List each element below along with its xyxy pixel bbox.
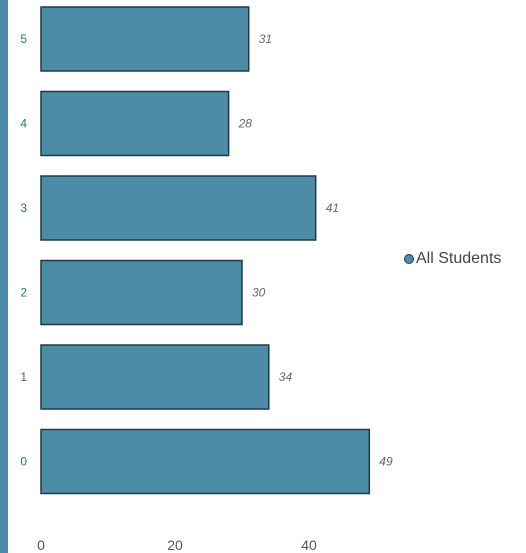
y-tick-label-4: 4	[20, 117, 27, 131]
legend-label: All Students	[416, 250, 502, 267]
y-tick-label-5: 5	[20, 32, 27, 46]
x-tick-label-40: 40	[301, 537, 317, 553]
bar-3[interactable]	[40, 175, 317, 241]
x-axis: 0 20 40	[37, 537, 317, 553]
value-label-4: 28	[238, 117, 253, 131]
x-tick-label-0: 0	[37, 537, 45, 553]
y-tick-label-2: 2	[20, 286, 27, 300]
bar-2[interactable]	[40, 259, 243, 326]
value-label-5: 31	[259, 32, 272, 46]
legend[interactable]: All Students	[404, 250, 501, 268]
value-label-2: 30	[252, 286, 266, 300]
value-label-3: 41	[326, 201, 339, 215]
value-label-0: 49	[379, 455, 393, 469]
value-label-1: 34	[279, 370, 293, 384]
accent-strip	[0, 0, 8, 553]
y-tick-label-3: 3	[20, 201, 27, 215]
bar-4[interactable]	[40, 90, 230, 157]
legend-swatch-icon	[404, 254, 414, 264]
bar-0[interactable]	[40, 428, 371, 495]
x-tick-label-20: 20	[167, 537, 183, 553]
bars-layer	[40, 6, 371, 495]
y-tick-label-1: 1	[20, 370, 27, 384]
bar-5[interactable]	[40, 6, 250, 72]
bar-1[interactable]	[40, 344, 270, 410]
y-tick-label-0: 0	[20, 455, 27, 469]
labels-layer: 31 5 28 4 41 3 30 2 34 1 49 0	[20, 32, 393, 469]
